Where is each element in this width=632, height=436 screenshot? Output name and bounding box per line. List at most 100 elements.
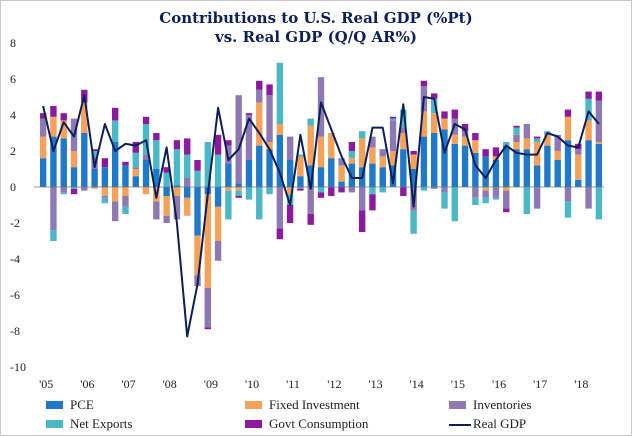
bar-pce-17Q4	[564, 140, 572, 187]
x-tick-label: '07	[121, 377, 135, 391]
bar-govt-consumption-09Q4	[235, 196, 242, 198]
bar-pce-16Q3	[513, 149, 520, 187]
bar-pce-18Q3	[595, 143, 603, 187]
bar-govt-consumption-08Q4	[194, 160, 201, 171]
bar-govt-consumption-15Q4	[482, 149, 489, 157]
bar-pce-12Q1	[328, 158, 335, 187]
bar-govt-consumption-15Q1	[451, 109, 458, 119]
bar-pce-12Q2	[338, 181, 345, 187]
bar-govt-consumption-07Q3	[142, 116, 150, 124]
bar-govt-consumption-10Q4	[276, 228, 284, 240]
bar-fixed-investment-14Q4	[441, 118, 448, 130]
bar-govt-consumption-14Q1	[410, 151, 417, 155]
bar-net-exports-06Q4	[111, 120, 119, 142]
bar-govt-consumption-06Q3	[101, 158, 109, 168]
bar-govt-consumption-10Q2	[256, 80, 263, 90]
bar-pce-10Q4	[276, 134, 284, 187]
bar-fixed-investment-06Q4	[111, 187, 119, 202]
bar-net-exports-16Q3	[513, 127, 520, 135]
bar-inventories-06Q1	[81, 187, 88, 191]
x-tick-label: '17	[533, 377, 547, 391]
bar-fixed-investment-07Q3	[142, 187, 150, 195]
bar-inventories-16Q1	[492, 187, 500, 198]
bar-govt-consumption-07Q2	[132, 142, 139, 153]
bar-inventories-12Q4	[358, 187, 366, 211]
bar-inventories-07Q1	[122, 196, 129, 207]
bar-fixed-investment-05Q2	[50, 116, 57, 137]
bar-net-exports-14Q1	[410, 210, 417, 234]
bar-net-exports-05Q3	[60, 192, 67, 195]
bar-pce-08Q1	[163, 187, 170, 196]
bar-inventories-15Q3	[472, 187, 479, 198]
bar-pce-17Q2	[544, 145, 551, 187]
bar-inventories-17Q1	[533, 187, 541, 209]
bar-inventories-18Q2	[585, 187, 592, 209]
bar-pce-05Q1	[39, 158, 47, 187]
bar-pce-16Q2	[503, 145, 510, 187]
bar-fixed-investment-07Q1	[122, 187, 129, 196]
bar-govt-consumption-05Q1	[39, 113, 47, 119]
bar-pce-15Q1	[451, 143, 458, 187]
legend-label: Real GDP	[473, 416, 527, 431]
bar-net-exports-17Q4	[564, 201, 572, 218]
bar-pce-13Q4	[400, 149, 407, 187]
bar-pce-11Q3	[307, 165, 314, 187]
bar-pce-06Q1	[81, 133, 88, 187]
bar-fixed-investment-11Q2	[297, 156, 304, 177]
bar-net-exports-17Q1	[533, 138, 541, 142]
legend-swatch	[245, 401, 262, 409]
bar-net-exports-16Q2	[503, 142, 510, 146]
bar-govt-consumption-16Q3	[513, 125, 520, 128]
bar-pce-07Q1	[122, 165, 129, 187]
bar-pce-08Q4	[194, 187, 201, 236]
bar-fixed-investment-17Q2	[544, 134, 551, 146]
bar-govt-consumption-05Q2	[50, 106, 57, 117]
bar-inventories-13Q4	[400, 127, 407, 133]
y-tick-label: -8	[10, 324, 20, 338]
bar-net-exports-09Q2	[214, 154, 222, 187]
bar-inventories-06Q3	[101, 196, 109, 198]
bar-inventories-17Q4	[564, 187, 572, 202]
legend-label: Inventories	[473, 397, 532, 412]
bar-net-exports-11Q2	[297, 154, 304, 157]
bar-govt-consumption-16Q2	[503, 208, 510, 213]
legend-label: PCE	[70, 397, 94, 412]
bar-inventories-12Q2	[338, 158, 345, 166]
bar-govt-consumption-11Q4	[317, 192, 325, 198]
bar-net-exports-05Q4	[70, 187, 78, 189]
x-tick-label: '06	[80, 377, 94, 391]
bar-govt-consumption-12Q2	[338, 187, 345, 193]
bar-pce-08Q2	[173, 185, 181, 187]
bar-fixed-investment-12Q4	[358, 138, 366, 168]
bar-inventories-15Q4	[482, 190, 489, 198]
bar-pce-06Q3	[101, 167, 109, 187]
bar-net-exports-14Q2	[420, 187, 428, 191]
bar-fixed-investment-12Q1	[328, 133, 335, 159]
bar-net-exports-13Q4	[400, 109, 407, 128]
bar-pce-09Q2	[214, 187, 222, 207]
bar-net-exports-10Q4	[276, 62, 284, 124]
bar-fixed-investment-10Q2	[256, 102, 263, 146]
bar-fixed-investment-08Q3	[184, 197, 191, 216]
bar-fixed-investment-05Q1	[39, 136, 47, 159]
bar-net-exports-06Q2	[91, 151, 98, 157]
bar-inventories-13Q1	[369, 136, 376, 148]
bar-inventories-07Q4	[153, 201, 160, 220]
bar-pce-14Q2	[420, 136, 428, 187]
bar-inventories-10Q2	[256, 89, 263, 103]
bar-pce-10Q1	[245, 160, 253, 187]
bar-fixed-investment-13Q2	[379, 156, 386, 168]
x-tick-label: '05	[39, 377, 53, 391]
bar-govt-consumption-05Q3	[60, 113, 67, 121]
bar-pce-14Q4	[441, 129, 448, 187]
bar-govt-consumption-15Q2	[461, 124, 469, 132]
bar-govt-consumption-06Q4	[111, 107, 119, 121]
bar-pce-08Q3	[184, 187, 191, 198]
bar-inventories-09Q1	[204, 287, 211, 328]
bar-govt-consumption-18Q2	[585, 91, 592, 99]
bar-govt-consumption-07Q4	[153, 133, 160, 141]
bar-net-exports-15Q3	[472, 197, 479, 205]
bar-fixed-investment-12Q2	[338, 165, 345, 182]
bar-inventories-09Q3	[225, 145, 232, 164]
